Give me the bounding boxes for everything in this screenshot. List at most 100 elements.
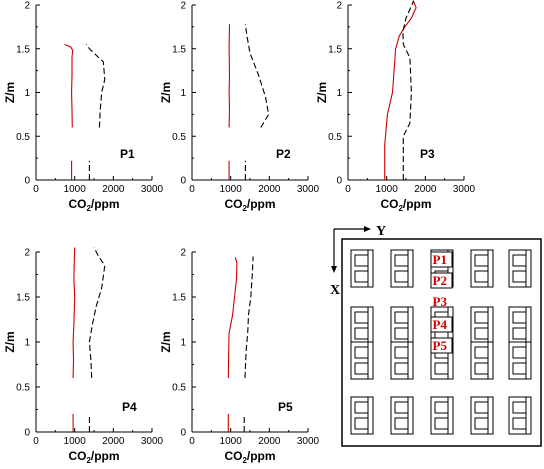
x-axis-title: CO2/ppm	[68, 449, 119, 465]
room-outline	[341, 238, 542, 447]
y-tick-label: 0	[180, 428, 186, 439]
desk-unit	[430, 396, 454, 435]
dashed-series-line	[88, 247, 106, 379]
panel-label-p2: P2	[276, 147, 291, 161]
x-tick-label: 2000	[258, 436, 281, 447]
x-tick-label: 2000	[102, 436, 125, 447]
y-tick-label: 1	[24, 338, 30, 349]
chair-bottom	[474, 327, 489, 340]
chair-bottom	[512, 362, 527, 375]
y-tick-label: 0.5	[16, 383, 30, 394]
x-tick-label: 0	[33, 184, 39, 195]
x-axis-title-main: CO	[224, 449, 242, 463]
chair-top	[474, 311, 489, 324]
desk-unit	[350, 341, 374, 380]
desk-unit	[508, 306, 532, 345]
dashed-series-line	[85, 44, 106, 128]
x-tick-label: 3000	[297, 184, 320, 195]
chair-top	[474, 346, 489, 359]
y-tick-label: 0	[24, 176, 30, 187]
chair-bottom	[354, 362, 369, 375]
x-tick-label: 3000	[453, 184, 476, 195]
y-axis-title: Z/m	[3, 82, 17, 103]
x-axis-title-subscript: 2	[242, 456, 247, 465]
x-tick-label: 3000	[141, 184, 164, 195]
y-tick-label: 2	[180, 1, 186, 12]
y-axis-title: Z/m	[159, 82, 173, 103]
chair-bottom	[394, 362, 409, 375]
y-tick-label: 0.5	[328, 132, 342, 143]
point-label-box	[430, 337, 453, 354]
y-tick-label: 2	[336, 1, 342, 12]
chair-bottom	[354, 327, 369, 340]
x-axis-title-main: CO	[68, 449, 86, 463]
x-tick-label: 0	[345, 184, 351, 195]
panel-label-p5: P5	[278, 400, 293, 414]
point-label-box	[430, 316, 453, 333]
x-axis-title-subscript: 2	[86, 204, 91, 213]
desk-unit	[390, 306, 414, 345]
chair-top	[512, 311, 527, 324]
y-tick-label: 1.5	[16, 293, 30, 304]
x-axis-title-main: CO	[224, 197, 242, 211]
y-axis-title: Z/m	[3, 331, 17, 352]
measurement-point-p5: P5	[433, 338, 448, 353]
x-axis-title-unit: /ppm	[403, 197, 432, 211]
x-axis-title-main: CO	[68, 197, 86, 211]
y-direction-label: Y	[376, 224, 386, 239]
x-axis-title-subscript: 2	[86, 456, 91, 465]
desk-unit	[350, 249, 374, 288]
chair-bottom	[474, 417, 489, 430]
dashed-series-line	[244, 256, 254, 379]
solid-series-line	[72, 247, 76, 379]
panel-label-p3: P3	[420, 147, 435, 161]
desk-unit	[350, 396, 374, 435]
chair-top	[354, 401, 369, 414]
x-direction-label: X	[330, 283, 340, 298]
panel-label-p1: P1	[120, 147, 135, 161]
x-tick-label: 1000	[220, 184, 243, 195]
y-tick-label: 1	[180, 88, 186, 99]
measurement-point-p2: P2	[433, 273, 447, 288]
x-tick-label: 1000	[64, 184, 87, 195]
chair-bottom	[434, 417, 449, 430]
desk-unit	[508, 249, 532, 288]
chair-top	[354, 346, 369, 359]
chair-bottom	[512, 270, 527, 283]
y-tick-label: 1	[180, 338, 186, 349]
point-label-box	[430, 272, 453, 289]
x-axis-title-subscript: 2	[398, 204, 403, 213]
x-tick-label: 1000	[376, 184, 399, 195]
x-tick-label: 0	[33, 436, 39, 447]
x-tick-label: 0	[189, 184, 195, 195]
y-tick-label: 1.5	[328, 44, 342, 55]
y-tick-label: 1.5	[172, 44, 186, 55]
y-tick-label: 1	[24, 88, 30, 99]
x-tick-label: 1000	[220, 436, 243, 447]
chair-top	[512, 401, 527, 414]
y-tick-label: 0	[336, 176, 342, 187]
y-tick-label: 0.5	[172, 383, 186, 394]
measurement-point-p4: P4	[433, 317, 448, 332]
solid-series-line	[64, 43, 74, 128]
point-label-box	[430, 251, 453, 268]
x-axis-title: CO2/ppm	[224, 197, 275, 213]
chair-bottom	[512, 417, 527, 430]
y-tick-label: 1	[336, 88, 342, 99]
x-tick-label: 1000	[64, 436, 87, 447]
chair-top	[434, 401, 449, 414]
chair-top	[394, 401, 409, 414]
y-tick-label: 2	[24, 248, 30, 259]
chair-top	[394, 254, 409, 267]
x-axis-title: CO2/ppm	[68, 197, 119, 213]
desk-unit	[470, 249, 494, 288]
x-tick-label: 3000	[297, 436, 320, 447]
desk-unit	[470, 396, 494, 435]
x-tick-label: 2000	[258, 184, 281, 195]
panel-label-p4: P4	[122, 400, 137, 414]
chair-top	[512, 346, 527, 359]
x-axis-title-unit: /ppm	[247, 197, 276, 211]
